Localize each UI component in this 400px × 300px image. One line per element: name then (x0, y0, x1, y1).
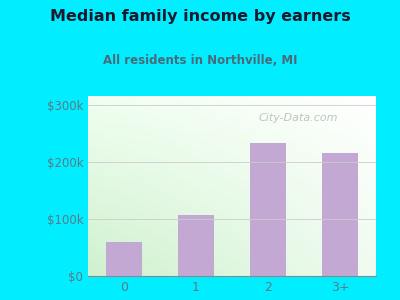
Text: Median family income by earners: Median family income by earners (50, 9, 350, 24)
Bar (178, 215, 214, 276)
Bar (106, 242, 142, 276)
Text: City-Data.com: City-Data.com (258, 112, 338, 123)
Bar (322, 153, 358, 276)
Bar (250, 143, 286, 276)
Text: All residents in Northville, MI: All residents in Northville, MI (103, 54, 297, 67)
